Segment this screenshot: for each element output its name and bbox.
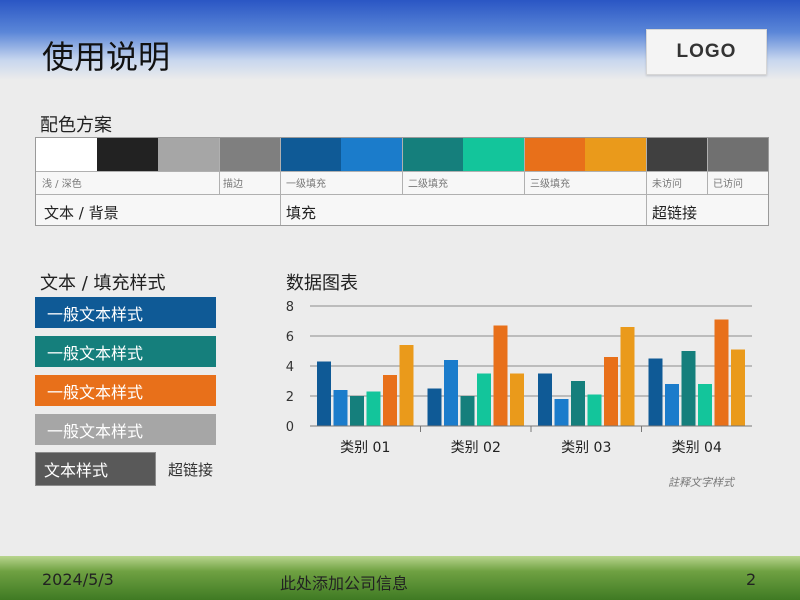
text-style-sample-dark: 文本样式 — [35, 452, 156, 486]
y-tick-label: 4 — [286, 360, 294, 375]
text-fill-styles-title: 文本 / 填充样式 — [40, 273, 166, 294]
logo: LOGO — [646, 29, 767, 75]
label-fill-1: 一级填充 — [286, 179, 326, 190]
color-swatch — [341, 138, 402, 171]
bar-group — [317, 319, 745, 426]
color-swatch — [402, 138, 463, 171]
label-fill-2: 二级填充 — [408, 179, 448, 190]
bar — [698, 384, 712, 426]
divider — [219, 138, 220, 194]
swatch-row — [36, 138, 768, 171]
color-swatch — [524, 138, 585, 171]
bar — [587, 394, 602, 426]
bar — [571, 381, 585, 426]
bar-chart: 0 2 4 6 8 类别 01 类别 02 类别 03 类别 04 — [286, 300, 752, 456]
x-tick-label: 类别 03 — [561, 440, 611, 456]
text-style-sample-gray: 一般文本样式 — [35, 414, 216, 445]
text-style-sample-orange: 一般文本样式 — [35, 375, 216, 406]
text-style-sample-teal: 一般文本样式 — [35, 336, 216, 367]
divider — [707, 138, 708, 194]
footer-date: 2024/5/3 — [42, 570, 114, 589]
bar — [648, 358, 663, 426]
bar — [350, 396, 364, 426]
color-swatch — [646, 138, 707, 171]
bar — [427, 388, 442, 426]
y-tick-label: 6 — [286, 330, 294, 345]
label-stroke: 描边 — [223, 179, 243, 190]
x-tick-label: 类别 02 — [451, 440, 501, 456]
divider — [36, 194, 768, 195]
group-fill: 填充 — [286, 204, 317, 222]
x-tick-label: 类别 01 — [340, 440, 390, 456]
footer-company-info: 此处添加公司信息 — [280, 574, 409, 593]
color-swatch — [36, 138, 97, 171]
footer: 2024/5/3 此处添加公司信息 2 — [0, 570, 800, 593]
color-swatch — [158, 138, 219, 171]
label-light-dark: 浅 / 深色 — [42, 179, 82, 190]
bar — [538, 373, 552, 426]
bar — [366, 391, 381, 426]
bar — [399, 345, 414, 426]
divider — [524, 138, 525, 194]
bar — [333, 390, 348, 426]
divider — [646, 138, 647, 225]
bar — [460, 396, 475, 426]
bar — [714, 319, 729, 426]
bar — [444, 360, 458, 426]
color-swatch — [97, 138, 158, 171]
x-tick-label: 类别 04 — [672, 440, 722, 456]
color-swatch — [585, 138, 646, 171]
y-tick-label: 8 — [286, 300, 294, 315]
page-number: 2 — [746, 570, 757, 589]
annotation-text: 註释文字样式 — [668, 476, 734, 489]
bar — [493, 325, 508, 426]
bar — [383, 375, 397, 426]
page-title: 使用说明 — [42, 38, 171, 76]
color-swatch — [219, 138, 280, 171]
text-style-sample-blue: 一般文本样式 — [35, 297, 216, 328]
divider — [280, 138, 281, 225]
bar — [665, 384, 679, 426]
bar — [317, 361, 331, 426]
group-hyperlink: 超链接 — [652, 204, 698, 222]
color-palette-table: 浅 / 深色 描边 一级填充 二级填充 三级填充 未访问 已访问 文本 / 背景… — [35, 137, 769, 226]
label-visited: 已访问 — [713, 179, 743, 190]
axes: 0 2 4 6 8 类别 01 类别 02 类别 03 类别 04 — [286, 300, 752, 456]
bar — [620, 327, 635, 426]
color-swatch — [463, 138, 524, 171]
bar — [510, 373, 524, 426]
grass-background — [0, 556, 800, 600]
group-text-background: 文本 / 背景 — [44, 204, 119, 222]
color-swatch — [707, 138, 768, 171]
y-tick-label: 0 — [286, 420, 294, 435]
label-unvisited: 未访问 — [652, 179, 682, 190]
color-swatch — [280, 138, 341, 171]
hyperlink-sample[interactable]: 超链接 — [168, 461, 214, 479]
palette-title: 配色方案 — [40, 115, 112, 136]
bar — [554, 399, 569, 426]
bar — [681, 351, 696, 426]
chart-title: 数据图表 — [286, 273, 358, 294]
bar — [604, 357, 618, 426]
y-tick-label: 2 — [286, 390, 294, 405]
label-fill-3: 三级填充 — [530, 179, 570, 190]
bar — [477, 373, 491, 426]
divider — [402, 138, 403, 194]
bar — [731, 349, 745, 426]
